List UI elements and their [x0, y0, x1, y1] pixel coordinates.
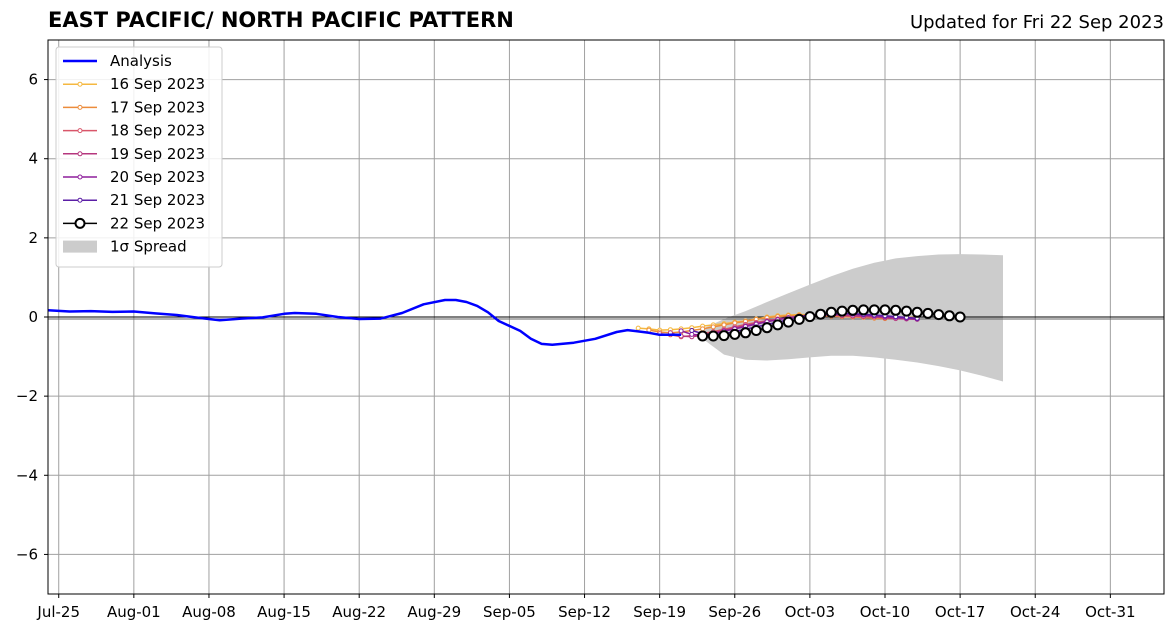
- series-point: [934, 310, 943, 319]
- legend-swatch-marker: [78, 198, 82, 202]
- series-point: [720, 331, 729, 340]
- series-point: [956, 313, 965, 322]
- x-tick-label: Jul-25: [36, 603, 80, 621]
- series-point: [816, 310, 825, 319]
- x-tick-label: Oct-24: [1010, 603, 1060, 621]
- legend-label: 19 Sep 2023: [110, 145, 205, 163]
- analysis-series: [48, 300, 681, 345]
- x-tick-label: Aug-29: [407, 603, 461, 621]
- series-point: [722, 323, 726, 327]
- series-point: [741, 328, 750, 337]
- line-chart: −6 −4 −2 0 2 4 6 Jul-25 Aug-01 Aug-08 Aug-15 Aug-22…: [0, 0, 1176, 633]
- series-point: [945, 311, 954, 320]
- series-point: [698, 332, 707, 341]
- analysis-line: [48, 300, 681, 345]
- series-point: [773, 320, 782, 329]
- legend-label: 1σ Spread: [110, 238, 187, 256]
- x-tick-label: Aug-15: [257, 603, 311, 621]
- x-tick-label: Oct-17: [935, 603, 985, 621]
- series-point: [730, 330, 739, 339]
- x-tick-label: Aug-08: [182, 603, 236, 621]
- legend-swatch-marker: [76, 219, 85, 228]
- x-tick-label: Aug-22: [332, 603, 386, 621]
- legend-swatch-marker: [78, 82, 82, 86]
- y-tick-label: −2: [16, 387, 38, 405]
- series-point: [784, 318, 793, 327]
- legend-label: Analysis: [110, 52, 172, 70]
- series-point: [711, 325, 715, 329]
- series-point: [805, 312, 814, 321]
- x-tick-label: Oct-10: [860, 603, 910, 621]
- series-point: [881, 305, 890, 314]
- series-point: [636, 326, 640, 330]
- series-point: [679, 329, 683, 333]
- legend-label: 21 Sep 2023: [110, 191, 205, 209]
- legend-label: 16 Sep 2023: [110, 75, 205, 93]
- legend-label: 17 Sep 2023: [110, 98, 205, 116]
- x-tick-label: Aug-01: [107, 603, 161, 621]
- x-tick-label: Oct-31: [1085, 603, 1135, 621]
- series-point: [763, 323, 772, 332]
- x-tick-label: Sep-05: [483, 603, 536, 621]
- legend-swatch-spread: [63, 241, 97, 253]
- legend-label: 18 Sep 2023: [110, 122, 205, 140]
- series-point: [870, 305, 879, 314]
- legend-swatch-marker: [78, 175, 82, 179]
- series-point: [913, 308, 922, 317]
- y-tick-label: 0: [28, 308, 38, 326]
- series-point: [859, 305, 868, 314]
- series-point: [848, 306, 857, 315]
- y-tick-label: 6: [28, 71, 38, 89]
- y-tick-label: −6: [16, 545, 38, 563]
- series-point: [752, 326, 761, 335]
- series-point: [902, 307, 911, 316]
- legend-swatch-marker: [78, 152, 82, 156]
- series-point: [838, 307, 847, 316]
- legend-swatch-marker: [78, 129, 82, 133]
- y-tick-label: 2: [28, 229, 38, 247]
- legend-label: 22 Sep 2023: [110, 214, 205, 232]
- legend-label: 20 Sep 2023: [110, 168, 205, 186]
- x-tick-label: Sep-19: [633, 603, 686, 621]
- series-point: [690, 329, 694, 333]
- x-tick-label: Sep-26: [708, 603, 761, 621]
- series-point: [923, 309, 932, 318]
- x-tick-label: Oct-03: [785, 603, 835, 621]
- y-tick-label: −4: [16, 466, 38, 484]
- series-point: [709, 332, 718, 341]
- series-point: [733, 321, 737, 325]
- series-point: [795, 315, 804, 324]
- legend-swatch-marker: [78, 105, 82, 109]
- series-point: [891, 306, 900, 315]
- series-point: [701, 327, 705, 331]
- x-tick-label: Sep-12: [558, 603, 611, 621]
- series-point: [827, 308, 836, 317]
- legend: Analysis 16 Sep 2023 17 Sep 2023 18 Sep 202…: [56, 47, 222, 267]
- y-tick-label: 4: [28, 150, 38, 168]
